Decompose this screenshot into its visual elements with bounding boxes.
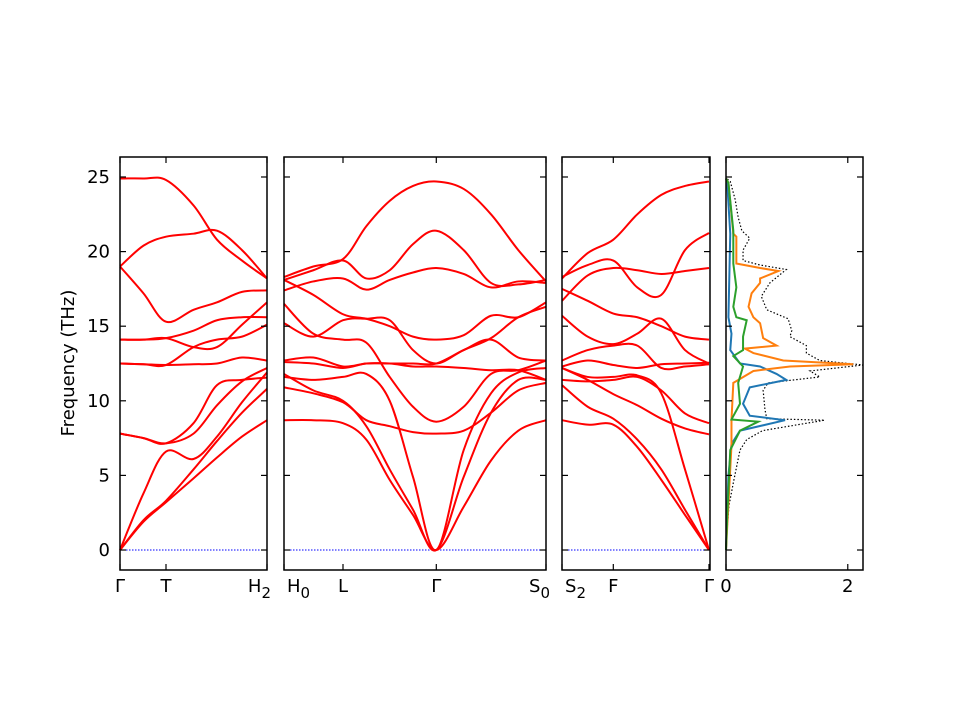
- phonon-band: [283, 373, 547, 552]
- phonon-band: [119, 371, 268, 551]
- phonon-band: [561, 367, 710, 551]
- x-tick-label: T: [160, 576, 173, 597]
- y-tick-label: 10: [87, 391, 110, 412]
- phonon-band: [561, 232, 710, 299]
- panel-frame: [119, 156, 268, 571]
- x-tick-label: L: [338, 576, 348, 597]
- x-tick-label: S0: [529, 576, 550, 602]
- phonon-band: [561, 287, 710, 341]
- phonon-band: [561, 367, 710, 436]
- phonon-band: [283, 381, 547, 435]
- dos-curve-green: [725, 178, 762, 551]
- phonon-band: [561, 180, 710, 280]
- x-tick-label: H2: [248, 576, 271, 602]
- panel-frame: [283, 156, 547, 571]
- x-tick-label: Γ: [115, 576, 125, 597]
- dos-x-tick-label: 2: [842, 576, 853, 597]
- panel-frame: [561, 156, 711, 571]
- dos-x-tick-label: 0: [720, 576, 731, 597]
- phonon-band: [561, 359, 710, 369]
- y-tick-label: 20: [87, 242, 110, 263]
- phonon-band: [283, 229, 547, 288]
- phonon-band: [283, 180, 547, 283]
- y-tick-label: 25: [87, 167, 110, 188]
- dos-curve-orange: [725, 178, 854, 551]
- phonon-band: [119, 367, 268, 445]
- phonon-band: [561, 419, 710, 551]
- phonon-band: [119, 265, 268, 324]
- x-tick-label: S2: [565, 576, 586, 602]
- phonon-band: [561, 375, 710, 425]
- y-tick-label: 5: [99, 465, 110, 486]
- band-panel-s2-f-gamma: S2 F Γ: [561, 156, 714, 602]
- x-tick-label: Γ: [704, 576, 714, 597]
- phonon-band: [561, 266, 710, 302]
- phonon-band: [283, 356, 547, 381]
- phonon-band: [561, 384, 710, 551]
- phonon-band: [119, 419, 268, 551]
- phonon-band: [119, 356, 268, 366]
- y-tick-label: 15: [87, 316, 110, 337]
- dos-curve-total: [725, 178, 864, 551]
- phonon-band: [283, 418, 547, 551]
- x-tick-label: Γ: [431, 576, 441, 597]
- phonon-band: [119, 388, 268, 551]
- x-tick-label: H0: [287, 576, 310, 602]
- phonon-band: [561, 314, 710, 365]
- y-tick-label: 0: [99, 540, 110, 561]
- phonon-band: [283, 267, 547, 292]
- phonon-band: [283, 316, 547, 365]
- phonon-band: [119, 176, 268, 280]
- phonon-band: [283, 279, 547, 341]
- phonon-band: [119, 228, 268, 280]
- band-panel-gamma-t-h2: 0 5 10 15 20 25 Γ T H2: [87, 156, 271, 602]
- phonon-band: [283, 305, 547, 369]
- dos-frame: [725, 156, 864, 571]
- phonon-band: [561, 342, 710, 371]
- x-tick-label: F: [608, 576, 618, 597]
- phonon-band: [283, 366, 547, 552]
- band-panel-h0-l-gamma-s0: H0 L Γ S0: [283, 156, 550, 602]
- y-axis-label: Frequency (THz): [58, 290, 79, 437]
